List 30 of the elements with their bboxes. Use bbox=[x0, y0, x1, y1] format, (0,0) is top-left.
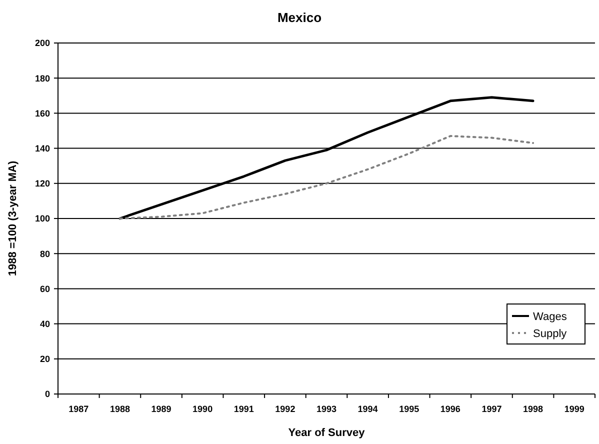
x-tick-label: 1993 bbox=[316, 404, 337, 414]
x-axis-title: Year of Survey bbox=[288, 427, 366, 439]
x-tick-label: 1989 bbox=[151, 404, 172, 414]
x-tick-label: 1991 bbox=[234, 404, 254, 414]
chart-title: Mexico bbox=[277, 10, 322, 25]
x-tick-label: 1996 bbox=[440, 404, 460, 414]
y-tick-label: 80 bbox=[40, 248, 50, 259]
y-tick-label: 160 bbox=[34, 108, 50, 118]
line-series bbox=[118, 135, 534, 220]
y-tick-label: 40 bbox=[40, 318, 50, 329]
x-tick-label: 1990 bbox=[192, 404, 213, 414]
y-axis-title: 1988 =100 (3-year MA) bbox=[7, 160, 19, 276]
y-tick-label: 140 bbox=[34, 143, 50, 154]
legend-label: Wages bbox=[533, 310, 568, 323]
y-tick-label: 0 bbox=[44, 389, 50, 400]
x-tick-label: 1987 bbox=[68, 404, 89, 414]
x-tick-label: 1995 bbox=[399, 404, 420, 414]
y-tick-label: 100 bbox=[34, 214, 50, 224]
y-tick-label: 180 bbox=[34, 73, 50, 84]
y-tick-label: 120 bbox=[34, 178, 50, 189]
x-tick-label: 1994 bbox=[358, 404, 378, 414]
y-tick-label: 200 bbox=[34, 38, 50, 48]
x-tick-label: 1998 bbox=[523, 404, 544, 414]
x-tick-label: 1988 bbox=[110, 404, 130, 414]
x-tick-label: 1992 bbox=[275, 404, 296, 414]
x-tick-label: 1997 bbox=[482, 404, 502, 414]
legend-label: Supply bbox=[533, 328, 568, 340]
y-tick-label: 20 bbox=[40, 354, 50, 364]
x-tick-label: 1999 bbox=[564, 404, 584, 414]
y-tick-label: 60 bbox=[40, 284, 50, 294]
